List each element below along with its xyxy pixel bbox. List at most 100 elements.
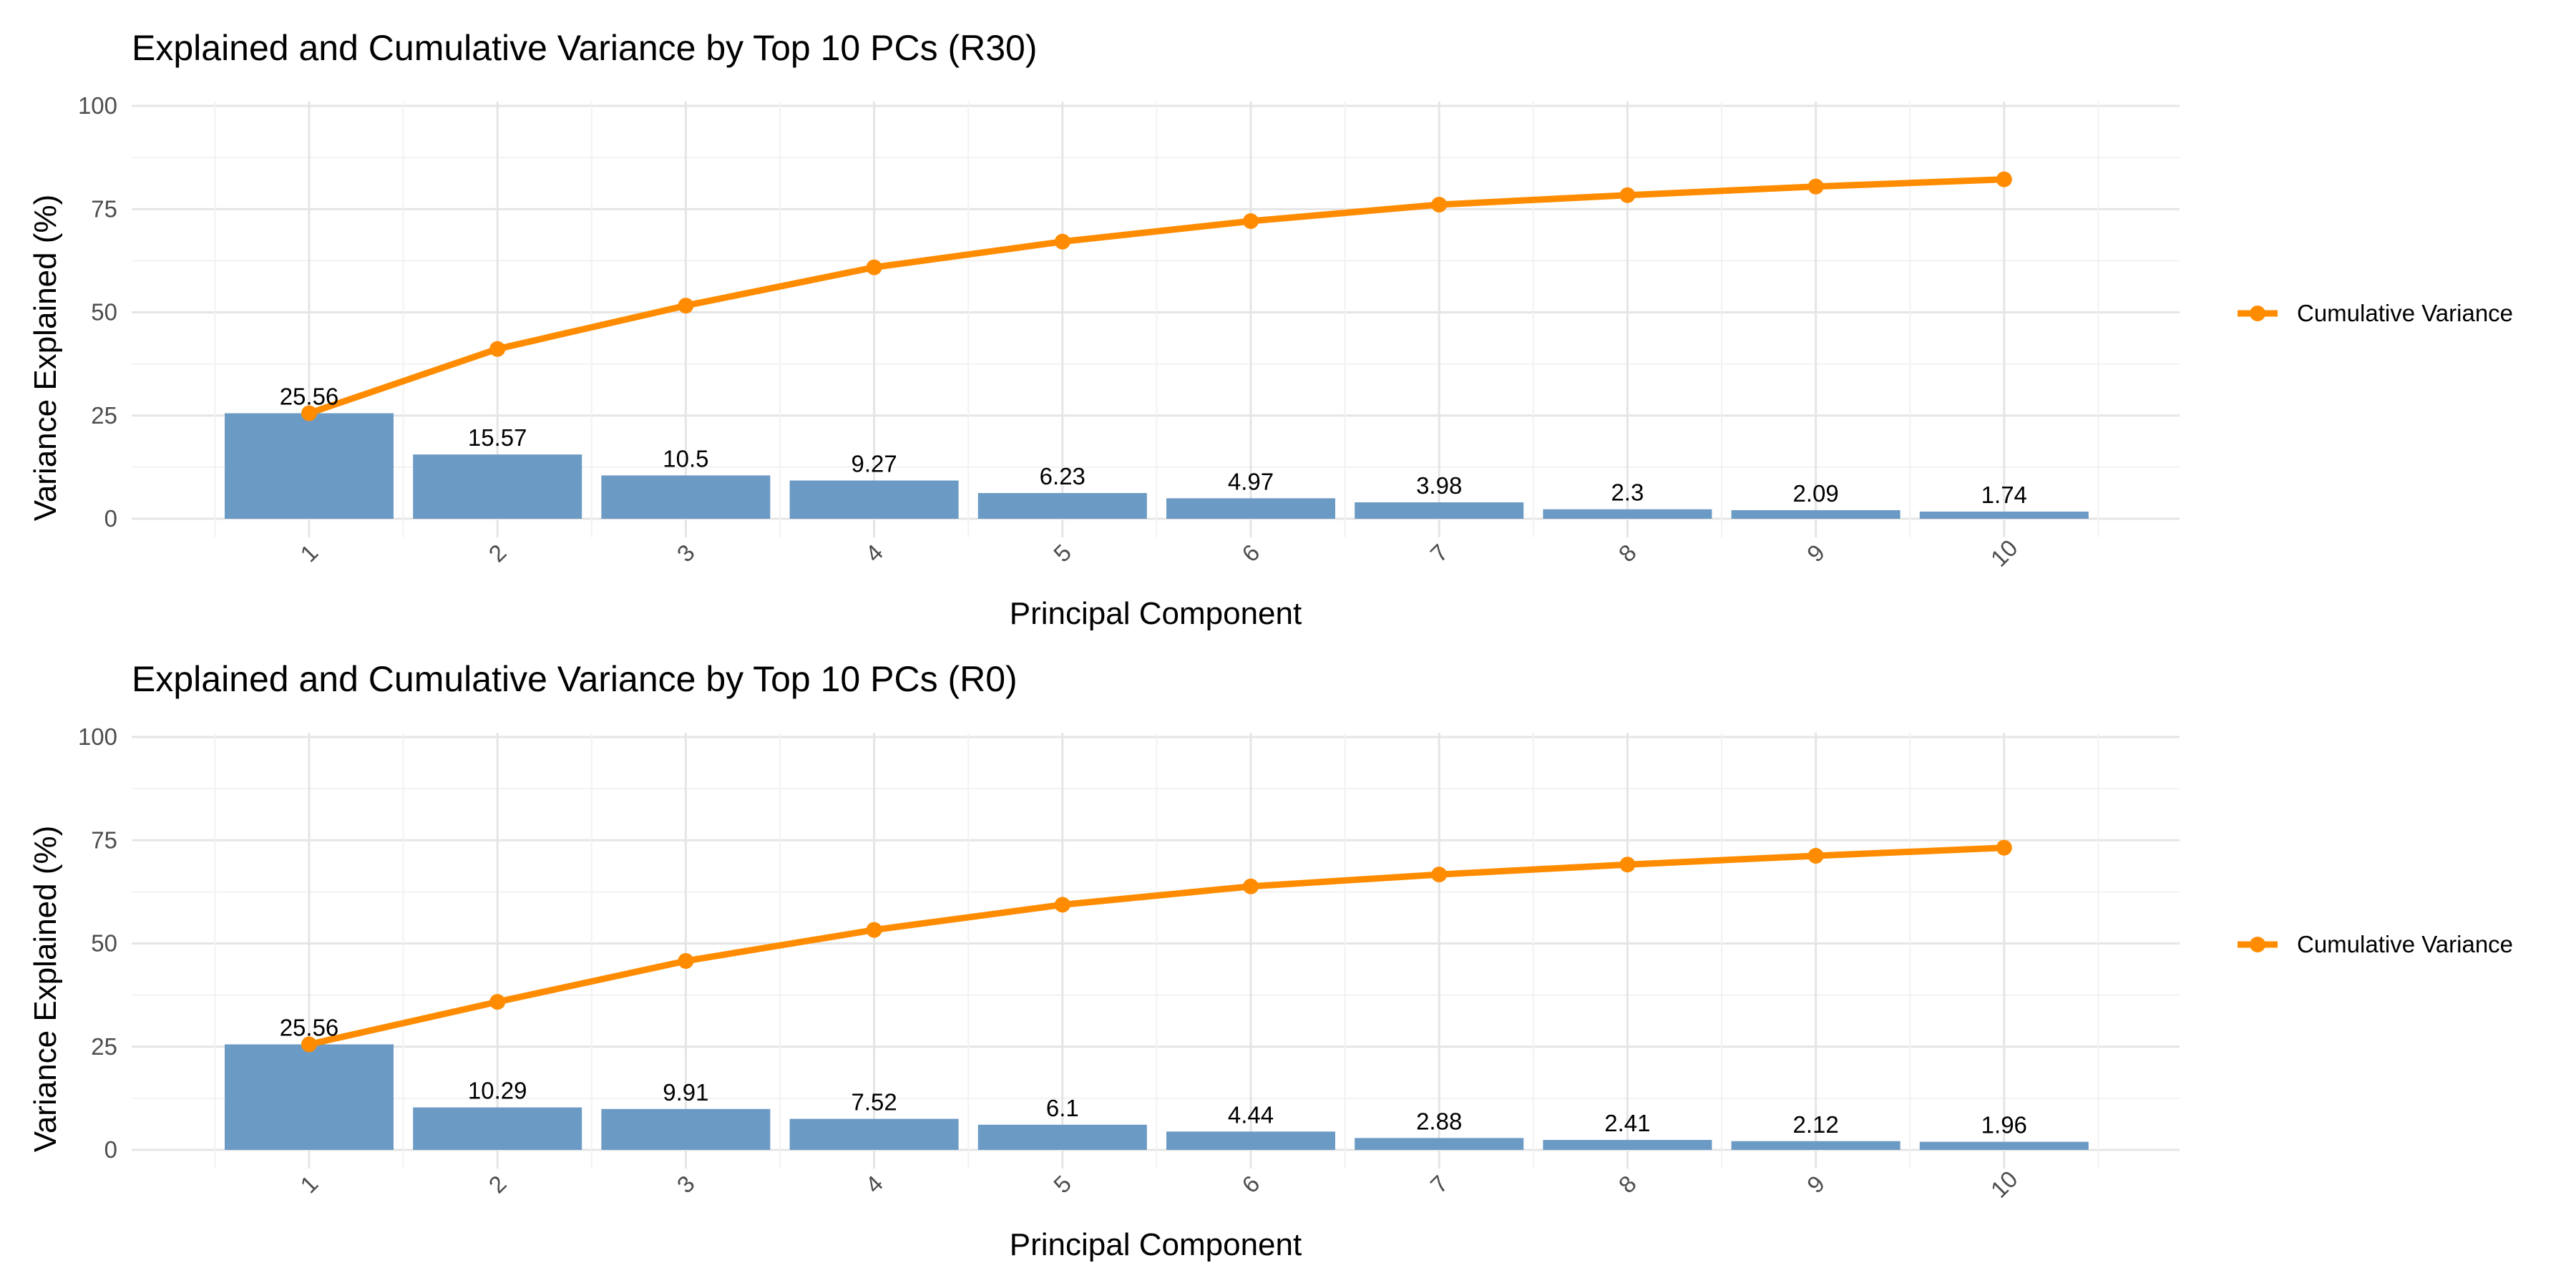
y-tick-label: 75 — [91, 195, 117, 222]
x-tick-label: 7 — [1425, 1170, 1453, 1198]
cumulative-point — [678, 298, 694, 314]
bar — [1543, 1140, 1712, 1150]
bar-value-label: 7.52 — [851, 1089, 897, 1116]
bars — [225, 1044, 2089, 1150]
bar — [601, 1108, 771, 1150]
bar-labels: 25.56 15.57 10.5 9.27 6.23 4.97 3.98 2.3 2.09 1.7… — [280, 384, 2027, 508]
y-tick-label: 75 — [91, 826, 117, 853]
cumulative-point — [301, 1036, 317, 1053]
y-tick-label: 100 — [78, 723, 117, 750]
bar-value-label: 2.12 — [1792, 1111, 1838, 1138]
x-tick-label: 9 — [1802, 539, 1830, 567]
x-tick-label: 2 — [483, 1170, 511, 1198]
y-tick-label: 25 — [91, 1033, 117, 1060]
y-tick-label: 0 — [104, 1136, 117, 1163]
x-tick-label: 1 — [295, 539, 323, 567]
y-tick-label: 50 — [91, 930, 117, 957]
bar — [1166, 498, 1335, 519]
bar — [1731, 509, 1901, 519]
cumulative-point — [1243, 878, 1259, 894]
x-tick-label: 8 — [1614, 1170, 1641, 1198]
cumulative-point — [1054, 897, 1070, 913]
x-tick-label: 7 — [1425, 539, 1453, 567]
chart-title: Explained and Cumulative Variance by Top… — [132, 28, 1038, 68]
x-tick-label: 10 — [1986, 1166, 2023, 1203]
bar — [1919, 1141, 2089, 1150]
bar — [1919, 511, 2089, 519]
y-axis-title: Variance Explained (%) — [28, 826, 63, 1153]
bars — [225, 413, 2089, 519]
bar-value-label: 2.41 — [1604, 1110, 1650, 1136]
bar — [225, 1044, 394, 1150]
y-tick-label: 100 — [78, 92, 117, 119]
cumulative-line — [308, 844, 2004, 1048]
bar-labels: 25.56 10.29 9.91 7.52 6.1 4.44 2.88 2.41 2.12 1.9… — [280, 1015, 2027, 1138]
cumulative-line — [308, 176, 2004, 416]
bar-value-label: 2.09 — [1792, 480, 1838, 507]
bar — [977, 1124, 1147, 1150]
bar-value-label: 2.88 — [1416, 1108, 1462, 1134]
x-tick-label: 9 — [1802, 1170, 1830, 1198]
y-tick-label: 50 — [91, 299, 117, 326]
bar — [413, 1107, 582, 1150]
legend-point-swatch — [2250, 306, 2265, 321]
chart-panel-r0: 25.56 10.29 9.91 7.52 6.1 4.44 2.88 2.41 2.12 1.9… — [0, 631, 2576, 1275]
y-tick-label: 0 — [104, 505, 117, 532]
x-tick-label: 2 — [483, 539, 511, 567]
cumulative-point — [489, 994, 506, 1010]
cumulative-point — [678, 952, 694, 969]
cumulative-point — [301, 405, 317, 421]
bar-value-label: 6.1 — [1046, 1095, 1079, 1121]
bar-value-label: 25.56 — [280, 1015, 339, 1041]
cumulative-point — [1619, 187, 1636, 203]
bar-value-label: 10.5 — [663, 445, 708, 472]
x-axis-title: Principal Component — [1010, 596, 1302, 631]
bar — [225, 413, 394, 519]
cumulative-point — [1807, 848, 1824, 864]
bar — [1355, 1138, 1524, 1150]
bar — [1355, 502, 1524, 519]
chart-svg: 25.56 15.57 10.5 9.27 6.23 4.97 3.98 2.3 2.09 1.7… — [28, 28, 2513, 631]
bar-value-label: 3.98 — [1416, 472, 1462, 499]
bar-value-label: 10.29 — [468, 1078, 527, 1104]
x-tick-label: 5 — [1048, 539, 1076, 567]
bar — [601, 475, 771, 519]
bar-value-label: 4.44 — [1228, 1101, 1274, 1128]
y-axis-title: Variance Explained (%) — [28, 195, 63, 522]
bar-value-label: 9.91 — [663, 1079, 708, 1106]
cumulative-point — [1243, 213, 1259, 229]
legend-label: Cumulative Variance — [2297, 931, 2513, 957]
chart-title: Explained and Cumulative Variance by Top… — [132, 659, 1018, 699]
bar-value-label: 25.56 — [280, 384, 339, 410]
bar — [1543, 509, 1712, 519]
bar-value-label: 15.57 — [468, 424, 527, 451]
y-tick-label: 25 — [91, 402, 117, 429]
x-tick-label: 3 — [672, 539, 700, 567]
bar — [789, 1118, 959, 1150]
cumulative-point — [1431, 197, 1448, 213]
bar — [1731, 1141, 1901, 1150]
grid — [132, 733, 2180, 1169]
legend: Cumulative Variance — [2238, 931, 2513, 957]
cumulative-point — [866, 922, 882, 938]
bar — [977, 493, 1147, 519]
x-tick-label: 5 — [1048, 1170, 1076, 1198]
bar-value-label: 1.96 — [1981, 1112, 2027, 1138]
x-tick-label: 4 — [860, 539, 888, 567]
grid — [132, 102, 2180, 537]
cumulative-point — [866, 259, 882, 275]
x-tick-label: 8 — [1614, 539, 1641, 567]
cumulative-point — [1996, 171, 2012, 187]
bar-value-label: 2.3 — [1611, 479, 1644, 506]
bar-value-label: 1.74 — [1981, 482, 2027, 508]
legend-point-swatch — [2250, 937, 2265, 952]
x-tick-label: 1 — [295, 1170, 323, 1198]
cumulative-point — [1054, 233, 1070, 250]
bar — [413, 454, 582, 519]
bar-value-label: 4.97 — [1228, 468, 1274, 494]
x-tick-label: 6 — [1236, 539, 1264, 567]
x-tick-label: 10 — [1986, 535, 2023, 572]
legend: Cumulative Variance — [2238, 300, 2513, 326]
x-tick-label: 3 — [672, 1170, 700, 1198]
x-axis-title: Principal Component — [1010, 1227, 1302, 1262]
